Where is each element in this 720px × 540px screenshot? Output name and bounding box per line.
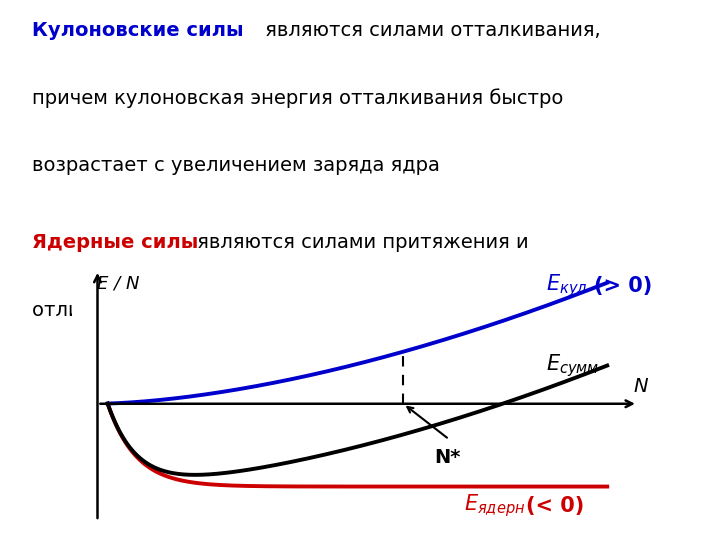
Text: $E_{ядерн}$: $E_{ядерн}$ [464, 492, 526, 519]
Text: (> 0): (> 0) [595, 276, 653, 296]
Text: отличаются насыщаемостью: отличаются насыщаемостью [32, 301, 331, 320]
Text: являются силами отталкивания,: являются силами отталкивания, [259, 21, 600, 40]
Text: $E_{кул}$: $E_{кул}$ [546, 273, 588, 300]
Text: причем кулоновская энергия отталкивания быстро: причем кулоновская энергия отталкивания … [32, 88, 564, 108]
Text: N: N [633, 377, 648, 396]
Text: N*: N* [434, 448, 460, 467]
Text: E / N: E / N [97, 274, 140, 292]
Text: возрастает с увеличением заряда ядра: возрастает с увеличением заряда ядра [32, 156, 440, 174]
Text: являются силами притяжения и: являются силами притяжения и [191, 233, 528, 252]
Text: (< 0): (< 0) [526, 496, 584, 516]
Text: Ядерные силы: Ядерные силы [32, 233, 199, 252]
Text: Кулоновские силы: Кулоновские силы [32, 21, 244, 40]
Text: $E_{сумм}$: $E_{сумм}$ [546, 352, 600, 379]
